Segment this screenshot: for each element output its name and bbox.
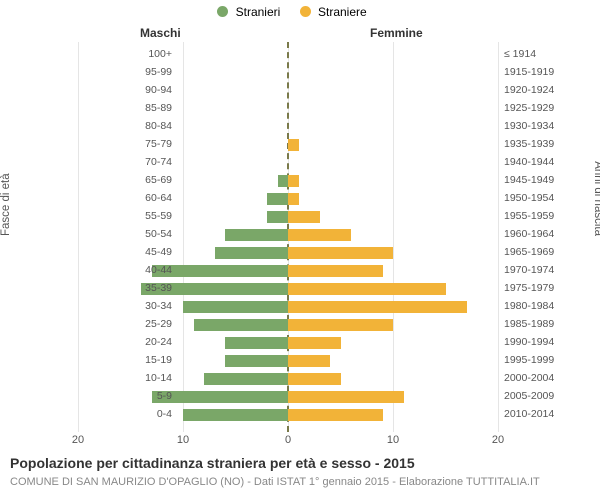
age-label: 65-69 [102,174,172,186]
x-tick-label: 0 [285,434,291,446]
bar-female [288,175,299,187]
bar-female [288,265,383,277]
bar-male [267,193,288,205]
age-label: 55-59 [102,210,172,222]
x-tick-label: 10 [177,434,189,446]
y-axis-title-left: Fasce di età [0,173,12,236]
bar-female [288,211,320,223]
birth-year-label: 1960-1964 [504,228,586,240]
age-label: 100+ [102,48,172,60]
chart-subtitle: COMUNE DI SAN MAURIZIO D'OPAGLIO (NO) - … [10,476,540,488]
bar-male [215,247,289,259]
age-label: 85-89 [102,102,172,114]
birth-year-label: 2005-2009 [504,390,586,402]
age-label: 50-54 [102,228,172,240]
birth-year-label: 1985-1989 [504,318,586,330]
age-label: 90-94 [102,84,172,96]
legend-label-female: Straniere [318,5,367,19]
birth-year-label: 1935-1939 [504,138,586,150]
birth-year-label: 1990-1994 [504,336,586,348]
bar-male [225,355,288,367]
side-title-right: Femmine [370,26,423,40]
birth-year-label: 1965-1969 [504,246,586,258]
age-label: 30-34 [102,300,172,312]
age-label: 20-24 [102,336,172,348]
bar-female [288,355,330,367]
birth-year-label: 1955-1959 [504,210,586,222]
bar-female [288,373,341,385]
birth-year-label: 1995-1999 [504,354,586,366]
age-label: 15-19 [102,354,172,366]
bar-female [288,319,393,331]
birth-year-label: 1940-1944 [504,156,586,168]
birth-year-label: 1920-1924 [504,84,586,96]
bar-female [288,391,404,403]
x-tick-label: 20 [492,434,504,446]
age-label: 5-9 [102,390,172,402]
age-label: 25-29 [102,318,172,330]
birth-year-label: ≤ 1914 [504,48,586,60]
bar-male [267,211,288,223]
birth-year-label: 2000-2004 [504,372,586,384]
birth-year-label: 1970-1974 [504,264,586,276]
bar-female [288,283,446,295]
y-axis-title-right: Anni di nascita [592,161,600,236]
bar-male [183,301,288,313]
age-label: 45-49 [102,246,172,258]
bar-male [194,319,289,331]
birth-year-label: 2010-2014 [504,408,586,420]
bar-male [204,373,288,385]
bar-male [225,337,288,349]
age-label: 70-74 [102,156,172,168]
gridline [498,42,499,432]
bar-male [225,229,288,241]
bar-female [288,337,341,349]
chart-title: Popolazione per cittadinanza straniera p… [10,455,415,471]
bar-female [288,229,351,241]
age-label: 60-64 [102,192,172,204]
birth-year-label: 1925-1929 [504,102,586,114]
side-title-left: Maschi [140,26,181,40]
age-label: 95-99 [102,66,172,78]
legend-label-male: Stranieri [236,5,281,19]
birth-year-label: 1915-1919 [504,66,586,78]
bar-male [278,175,289,187]
x-tick-label: 10 [387,434,399,446]
birth-year-label: 1950-1954 [504,192,586,204]
x-tick-label: 20 [72,434,84,446]
age-label: 40-44 [102,264,172,276]
age-label: 80-84 [102,120,172,132]
legend-swatch-female [300,6,311,17]
birth-year-label: 1945-1949 [504,174,586,186]
bar-female [288,193,299,205]
birth-year-label: 1975-1979 [504,282,586,294]
age-label: 0-4 [102,408,172,420]
bar-male [183,409,288,421]
population-pyramid-chart: Stranieri Straniere Maschi Femmine Fasce… [0,0,600,500]
age-label: 75-79 [102,138,172,150]
age-label: 35-39 [102,282,172,294]
bar-female [288,409,383,421]
birth-year-label: 1930-1934 [504,120,586,132]
age-label: 10-14 [102,372,172,384]
legend: Stranieri Straniere [0,4,600,19]
bar-female [288,139,299,151]
birth-year-label: 1980-1984 [504,300,586,312]
bar-female [288,301,467,313]
legend-swatch-male [217,6,228,17]
bar-female [288,247,393,259]
